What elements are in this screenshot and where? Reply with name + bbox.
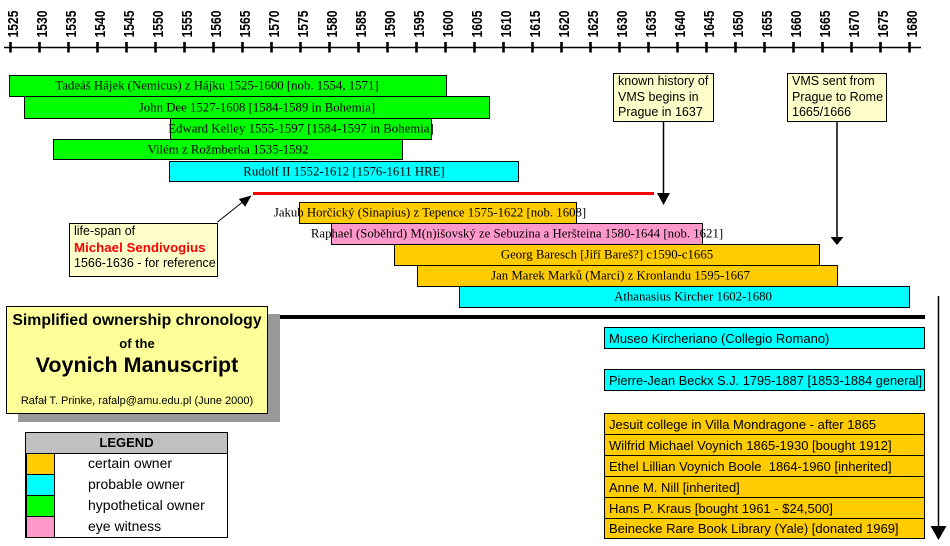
svg-text:1535: 1535 [64,11,80,38]
svg-text:1650: 1650 [731,11,747,38]
svg-text:1635: 1635 [644,11,660,38]
svg-text:1550: 1550 [151,11,167,38]
svg-text:1645: 1645 [702,11,718,38]
svg-text:1530: 1530 [35,11,51,38]
svg-text:1565: 1565 [238,11,254,38]
svg-text:1670: 1670 [847,11,863,38]
svg-text:1680: 1680 [905,11,921,38]
svg-text:1545: 1545 [122,11,138,38]
svg-text:1605: 1605 [470,11,486,38]
svg-text:1640: 1640 [673,11,689,38]
svg-text:1540: 1540 [93,11,109,38]
svg-text:1665: 1665 [818,11,834,38]
svg-text:1600: 1600 [441,11,457,38]
svg-text:1615: 1615 [528,11,544,38]
svg-text:1660: 1660 [789,11,805,38]
svg-text:1590: 1590 [383,11,399,38]
svg-text:1575: 1575 [296,11,312,38]
svg-text:1595: 1595 [412,11,428,38]
svg-text:1555: 1555 [180,11,196,38]
svg-text:1560: 1560 [209,11,225,38]
svg-text:1620: 1620 [557,11,573,38]
svg-text:1630: 1630 [615,11,631,38]
svg-text:1525: 1525 [6,11,22,38]
svg-text:1625: 1625 [586,11,602,38]
svg-text:1570: 1570 [267,11,283,38]
svg-text:1655: 1655 [760,11,776,38]
svg-text:1580: 1580 [325,11,341,38]
svg-text:1675: 1675 [876,11,892,38]
svg-text:1585: 1585 [354,11,370,38]
svg-text:1610: 1610 [499,11,515,38]
